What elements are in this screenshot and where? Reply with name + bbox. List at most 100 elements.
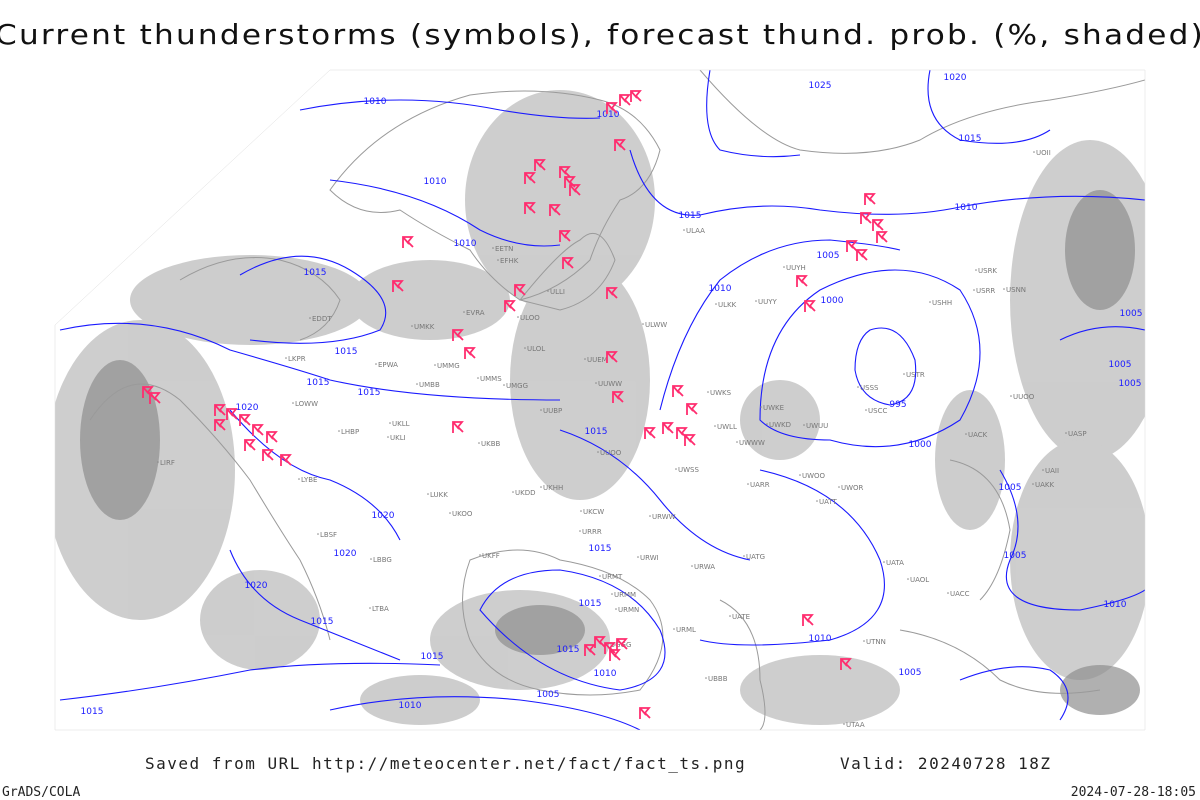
station-dot xyxy=(691,565,693,567)
station-dot xyxy=(883,561,885,563)
station-label: UUYY xyxy=(758,298,778,306)
station-label: UMKK xyxy=(414,323,435,331)
station-label: UUEM xyxy=(587,356,608,364)
software: GrADS/COLA xyxy=(2,785,80,800)
station-dot xyxy=(512,491,514,493)
thunderstorm-symbol xyxy=(534,159,546,171)
station-label: UWLL xyxy=(717,423,737,431)
thunderstorm-symbol xyxy=(452,421,464,433)
station-dot xyxy=(766,423,768,425)
thunderstorm-symbol xyxy=(860,212,872,224)
station-label: UKBB xyxy=(481,440,501,448)
isobar-label: 1010 xyxy=(597,110,620,120)
isobar-label: 1020 xyxy=(372,511,395,521)
station-dot xyxy=(965,433,967,435)
station-dot xyxy=(298,478,300,480)
isobar-label: 1005 xyxy=(1119,379,1142,389)
station-dot xyxy=(675,468,677,470)
station-label: URML xyxy=(676,626,696,634)
station-label: UATG xyxy=(746,553,765,561)
station-label: LIRF xyxy=(160,459,175,467)
isobar-label: 1010 xyxy=(364,97,387,107)
thunderstorm-symbol xyxy=(549,204,561,216)
thunderstorm-symbol xyxy=(504,300,516,312)
thunderstorm-symbol xyxy=(262,449,274,461)
station-label: ULKK xyxy=(718,301,737,309)
isobar-label: 1010 xyxy=(399,701,422,711)
probability-shading-high xyxy=(80,190,1140,715)
station-dot xyxy=(477,377,479,379)
station-dot xyxy=(595,382,597,384)
isobar-label: 1015 xyxy=(679,211,702,221)
station-dot xyxy=(637,556,639,558)
station-label: ULOL xyxy=(527,345,545,353)
station-dot xyxy=(597,451,599,453)
isobar-label: 1015 xyxy=(81,707,104,717)
station-label: UUWW xyxy=(598,380,622,388)
station-dot xyxy=(580,510,582,512)
thunderstorm-symbol xyxy=(872,219,884,231)
station-dot xyxy=(411,325,413,327)
station-label: UKLI xyxy=(390,434,406,442)
valid-time: Valid: 20240728 18Z xyxy=(840,754,1052,773)
isobar-label: 1015 xyxy=(358,388,381,398)
station-label: UWKD xyxy=(769,421,791,429)
thunderstorm-symbol xyxy=(559,166,571,178)
station-dot xyxy=(449,512,451,514)
thunderstorm-symbol xyxy=(266,431,278,443)
station-label: UMMG xyxy=(437,362,460,370)
station-label: UAOL xyxy=(910,576,929,584)
station-dot xyxy=(747,483,749,485)
thunderstorm-symbol xyxy=(402,236,414,248)
station-label: ULLI xyxy=(550,288,565,296)
thunderstorm-symbol xyxy=(524,172,536,184)
station-dot xyxy=(389,422,391,424)
station-dot xyxy=(743,555,745,557)
isobar-labels: 1010 1010 1010 1010 1015 1015 1015 1015 1020 1020… xyxy=(81,73,1143,717)
thunderstorm-symbol xyxy=(644,427,656,439)
map-frame xyxy=(54,69,1146,731)
station-dot xyxy=(683,229,685,231)
station-label: LHBP xyxy=(341,428,359,436)
timestamp: 2024-07-28-18:05 xyxy=(1071,785,1196,800)
thunderstorm-symbol xyxy=(672,385,684,397)
isobar-label: 1005 xyxy=(537,690,560,700)
thunderstorm-symbol xyxy=(612,391,624,403)
station-dot xyxy=(375,363,377,365)
station-label: UWKS xyxy=(710,389,732,397)
thunderstorm-symbol xyxy=(569,184,581,196)
isobar-label: 1015 xyxy=(585,427,608,437)
thunderstorm-symbol xyxy=(606,102,618,114)
thunderstorm-symbols xyxy=(142,90,888,719)
station-label: UMBB xyxy=(419,381,440,389)
station-label: UWSS xyxy=(678,466,699,474)
station-label: UWKE xyxy=(763,404,784,412)
station-dot xyxy=(975,269,977,271)
station-label: URMM xyxy=(614,591,636,599)
station-dot xyxy=(903,373,905,375)
station-label: LUKK xyxy=(430,491,448,499)
station-dot xyxy=(1010,395,1012,397)
station-label: USSS xyxy=(860,384,879,392)
station-dot xyxy=(1032,483,1034,485)
station-dot xyxy=(705,677,707,679)
thunderstorm-symbol xyxy=(226,408,238,420)
station-dot xyxy=(584,358,586,360)
station-label: UKHH xyxy=(543,484,563,492)
thunderstorm-symbol xyxy=(584,644,596,656)
thunderstorm-symbol xyxy=(619,94,631,106)
station-dot xyxy=(370,558,372,560)
station-dot xyxy=(309,317,311,319)
station-label: UWUU xyxy=(806,422,828,430)
station-label: USRK xyxy=(978,267,997,275)
station-label: UWWW xyxy=(739,439,765,447)
isobar-label: 1015 xyxy=(959,134,982,144)
station-dot xyxy=(714,425,716,427)
isobar-label: 1025 xyxy=(809,81,832,91)
thunderstorm-symbol xyxy=(676,427,688,439)
thunderstorm-symbol xyxy=(214,404,226,416)
station-label: UUBP xyxy=(543,407,562,415)
thunderstorm-symbol xyxy=(252,424,264,436)
